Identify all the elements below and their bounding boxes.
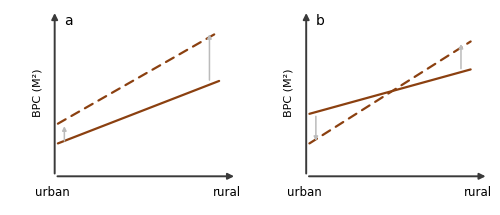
Text: b: b [316, 14, 324, 28]
Text: rural: rural [213, 186, 241, 199]
Y-axis label: BPC (M²): BPC (M²) [32, 68, 42, 117]
Text: rural: rural [464, 186, 492, 199]
Text: a: a [64, 14, 73, 28]
Y-axis label: BPC (M²): BPC (M²) [284, 68, 294, 117]
Text: urban: urban [287, 186, 322, 199]
Text: urban: urban [36, 186, 70, 199]
